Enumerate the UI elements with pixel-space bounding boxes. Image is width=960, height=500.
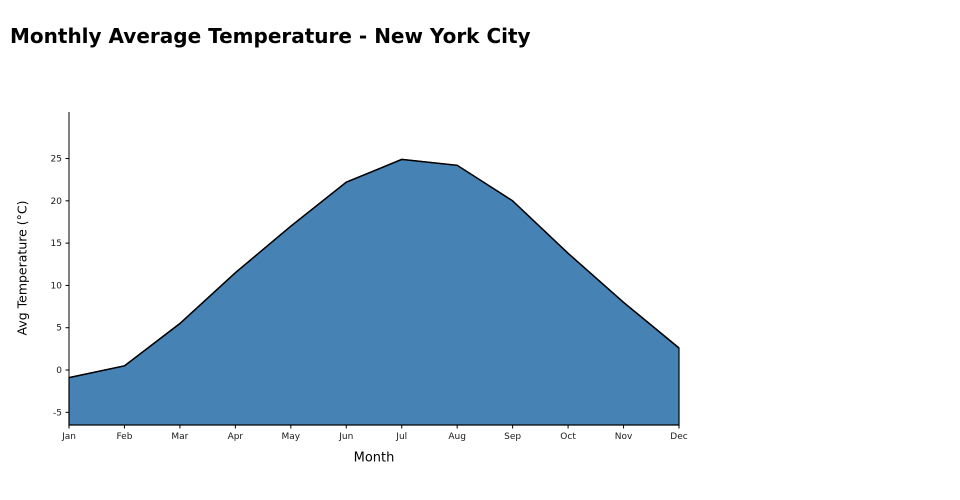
x-tick-label: Jun — [338, 432, 353, 442]
y-tick-label: 0 — [56, 366, 62, 376]
x-tick-label: Jan — [61, 432, 76, 442]
area-fill — [68, 158, 680, 426]
x-tick-label: Nov — [615, 432, 633, 442]
x-tick-label: Oct — [560, 432, 576, 442]
y-tick-label: 10 — [51, 281, 63, 291]
x-tick-label: Sep — [504, 432, 521, 442]
x-tick-label: Apr — [228, 432, 244, 442]
x-tick-label: Mar — [171, 432, 188, 442]
y-tick-label: -5 — [53, 408, 62, 418]
x-tick-label: May — [282, 432, 301, 442]
y-tick-label: 25 — [51, 155, 62, 165]
x-axis-label: Month — [353, 450, 395, 466]
x-tick-label: Dec — [670, 432, 687, 442]
y-tick-label: 5 — [56, 324, 62, 334]
x-tick-label: Aug — [448, 432, 466, 442]
y-tick-label: 20 — [51, 197, 63, 207]
x-tick-label: Jul — [395, 432, 407, 442]
chart-title: Monthly Average Temperature - New York C… — [10, 24, 531, 48]
data-line — [68, 158, 680, 379]
x-tick-label: Feb — [116, 432, 132, 442]
y-tick-label: 15 — [51, 239, 62, 249]
